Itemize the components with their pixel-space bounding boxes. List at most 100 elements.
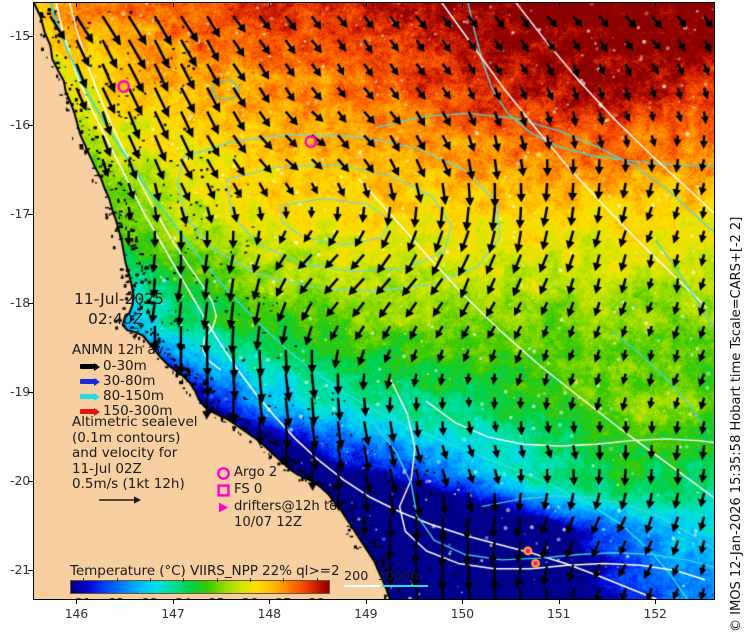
anmn-legend-title: ANMN 12h av.: [72, 342, 167, 358]
longitude-tick-mark-top: [269, 2, 271, 7]
latitude-tick-mark: [28, 124, 33, 126]
timestamp-date: 11-Jul-2025: [74, 290, 164, 308]
anmn-legend-item: 0-30m: [80, 358, 173, 375]
longitude-tick-mark: [365, 599, 367, 604]
altimetry-note-line: Altimetric sealevel: [72, 414, 198, 430]
credit-text: © IMOS 12-Jan-2026 15:35:58 Hobart time …: [729, 0, 750, 640]
colorbar-tick-label: 24: [168, 595, 198, 599]
drifter-arrow-icon: [212, 499, 234, 515]
latitude-tick-mark: [28, 302, 33, 304]
anmn-legend: ANMN 12h av. 0-30m 30-80m 80-150m 150-30…: [72, 342, 173, 420]
colorbar-tick-mark: [283, 578, 285, 582]
drifter-legend-line: 10/07 12Z: [234, 514, 303, 530]
longitude-tick-label: 152: [643, 606, 667, 621]
longitude-tick-mark-top: [172, 2, 174, 7]
anmn-depth-label: 150-300m: [103, 403, 173, 420]
colorbar: Temperature (°C) VIIRS_NPP 22% ql>=2 21 2…: [70, 563, 340, 599]
anmn-legend-item: 30-80m: [80, 373, 173, 390]
longitude-tick-mark: [655, 599, 657, 604]
latitude-tick-label: -17: [10, 205, 30, 221]
velocity-vector-layer: [34, 3, 714, 599]
velocity-scale-arrow-icon: [98, 495, 198, 505]
bathymetry-200m-line: [344, 585, 380, 587]
colorbar-tick-label: 21: [68, 595, 98, 599]
colorbar-tick-mark: [216, 578, 218, 582]
longitude-tick-mark-top: [655, 2, 657, 7]
platform-legend-fs: FS 0: [212, 482, 337, 498]
credit-label: © IMOS 12-Jan-2026 15:35:58 Hobart time …: [729, 216, 744, 632]
longitude-tick-label: 146: [64, 606, 89, 621]
longitude-tick-mark: [269, 599, 271, 604]
argo-legend-label: Argo 2: [234, 465, 278, 480]
anmn-legend-item: 80-150m: [80, 388, 173, 405]
colorbar-tick-mark: [116, 578, 118, 582]
platform-legend: Argo 2 FS 0 drifters@12h to 1: [212, 465, 337, 531]
anmn-depth-swatch: [80, 392, 100, 401]
longitude-tick-label: 149: [354, 606, 378, 621]
anmn-legend-item: 150-300m: [80, 403, 173, 420]
longitude-tick-label: 150: [450, 606, 474, 621]
altimetry-note: Altimetric sealevel (0.1m contours) and …: [72, 414, 198, 505]
latitude-tick-label: -15: [10, 27, 30, 43]
colorbar-tick-label: 26: [235, 595, 265, 599]
anmn-depth-label: 30-80m: [103, 373, 156, 390]
colorbar-tick-mark: [150, 578, 151, 582]
latitude-tick-label: -16: [10, 116, 30, 132]
latitude-tick-mark: [28, 391, 33, 393]
colorbar-tick-label: 25: [202, 595, 232, 599]
platform-legend-drifters: drifters@12h to 10/07 12Z: [212, 499, 337, 530]
latitude-tick-mark: [28, 569, 33, 571]
longitude-tick-mark-top: [462, 2, 464, 7]
anmn-depth-label: 0-30m: [103, 358, 147, 375]
latitude-tick-mark: [28, 35, 33, 37]
bathymetry-200m-label: 200: [344, 569, 369, 584]
timestamp-time: 02:40Z: [88, 310, 144, 328]
bathymetry-legend: 200 1000m: [344, 569, 428, 587]
map-plot-area[interactable]: 11-Jul-2025 02:40Z ANMN 12h av. 0-30m 30…: [33, 2, 715, 600]
colorbar-tick-mark: [183, 578, 185, 582]
latitude-tick-mark: [28, 213, 33, 215]
longitude-tick-mark: [462, 599, 464, 604]
bathymetry-1000m-line: [382, 585, 428, 587]
latitude-tick-label: -21: [10, 561, 30, 577]
colorbar-tick-label: 27: [268, 595, 298, 599]
longitude-tick-mark: [76, 599, 78, 604]
longitude-tick-mark-top: [365, 2, 367, 7]
bathymetry-1000m-label: 1000m: [377, 569, 423, 584]
altimetry-note-line: and velocity for: [72, 445, 178, 462]
altimetry-note-line: 0.5m/s (1kt 12h): [72, 476, 185, 493]
colorbar-tick-label: 28: [302, 595, 332, 599]
latitude-tick-label: -19: [10, 383, 30, 399]
longitude-tick-mark-top: [76, 2, 78, 7]
anmn-depth-swatch: [80, 362, 100, 371]
anmn-depth-label: 80-150m: [103, 388, 164, 405]
latitude-tick-label: -20: [10, 472, 30, 488]
argo-circle-icon: [212, 465, 234, 481]
colorbar-tick-mark: [316, 578, 318, 582]
platform-legend-argo: Argo 2: [212, 465, 337, 481]
drifter-legend-label: drifters@12h to 10/07 12Z: [234, 499, 337, 530]
colorbar-tick-mark: [250, 578, 251, 582]
latitude-tick-label: -18: [10, 294, 30, 310]
colorbar-tick-label: 22: [102, 595, 132, 599]
colorbar-tick-mark: [83, 578, 85, 582]
latitude-tick-mark: [28, 480, 33, 482]
longitude-tick-label: 148: [257, 606, 281, 621]
fs-legend-label: FS 0: [234, 482, 263, 497]
longitude-tick-label: 151: [547, 606, 571, 621]
colorbar-tick-label: 23: [135, 595, 165, 599]
timestamp-block: 11-Jul-2025 02:40Z: [74, 289, 164, 329]
anmn-depth-swatch: [80, 407, 100, 416]
colorbar-title: Temperature (°C) VIIRS_NPP 22% ql>=2: [70, 563, 340, 579]
longitude-tick-label: 147: [161, 606, 185, 621]
longitude-tick-mark: [558, 599, 560, 604]
drifter-legend-line: drifters@12h to: [234, 499, 338, 514]
longitude-tick-mark: [172, 599, 174, 604]
longitude-tick-mark-top: [558, 2, 560, 7]
fs-square-icon: [212, 482, 234, 498]
altimetry-note-line: (0.1m contours): [72, 429, 181, 446]
anmn-depth-swatch: [80, 377, 100, 386]
altimetry-note-line: 11-Jul 02Z: [72, 460, 142, 477]
colorbar-gradient: [70, 580, 330, 594]
